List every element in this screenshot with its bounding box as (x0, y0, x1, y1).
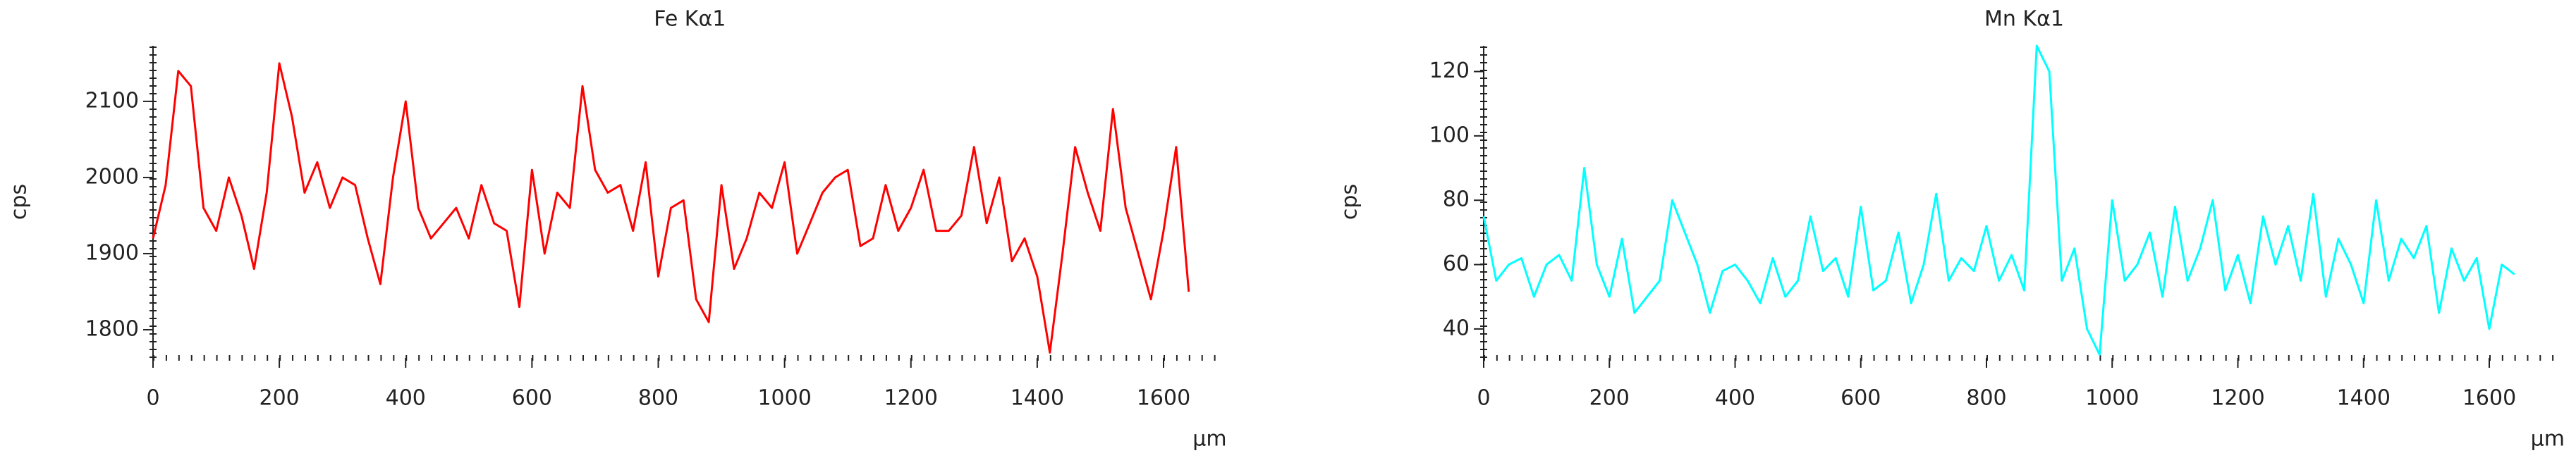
x-tick-label: 1600 (2462, 386, 2516, 411)
x-tick-label: 1200 (2211, 386, 2264, 411)
y-tick-label: 100 (1429, 123, 1470, 147)
x-tick-label: 0 (1477, 386, 1490, 411)
x-tick-label: 600 (512, 386, 552, 411)
x-tick-label: 200 (1589, 386, 1630, 411)
y-tick-label: 60 (1443, 252, 1470, 276)
x-tick-label: 1600 (1137, 386, 1190, 411)
x-tick-label: 800 (1966, 386, 2006, 411)
y-tick-label: 120 (1429, 58, 1470, 83)
y-axis-label: cps (7, 184, 32, 220)
x-tick-label: 400 (386, 386, 426, 411)
y-tick-label: 2100 (85, 88, 139, 113)
chart-title: Mn Kα1 (1984, 7, 2064, 32)
x-tick-label: 1400 (1011, 386, 1064, 411)
x-axis-label: µm (1192, 427, 1226, 452)
x-tick-label: 0 (146, 386, 159, 411)
x-tick-label: 1200 (884, 386, 938, 411)
y-tick-label: 40 (1443, 316, 1470, 340)
y-axis-label: cps (1338, 184, 1362, 220)
data-line (152, 62, 1190, 354)
x-tick-label: 1000 (757, 386, 811, 411)
data-line (1482, 44, 2515, 356)
x-tick-label: 400 (1715, 386, 1755, 411)
x-tick-label: 600 (1841, 386, 1881, 411)
x-tick-label: 1400 (2337, 386, 2391, 411)
x-tick-label: 200 (259, 386, 299, 411)
y-tick-label: 1800 (85, 317, 139, 342)
y-tick-label: 1900 (85, 240, 139, 265)
y-tick-label: 2000 (85, 164, 139, 189)
y-tick-label: 80 (1443, 187, 1470, 212)
x-tick-label: 1000 (2085, 386, 2139, 411)
x-axis-label: µm (2531, 427, 2565, 452)
x-tick-label: 800 (638, 386, 678, 411)
chart-title: Fe Kα1 (654, 7, 726, 32)
